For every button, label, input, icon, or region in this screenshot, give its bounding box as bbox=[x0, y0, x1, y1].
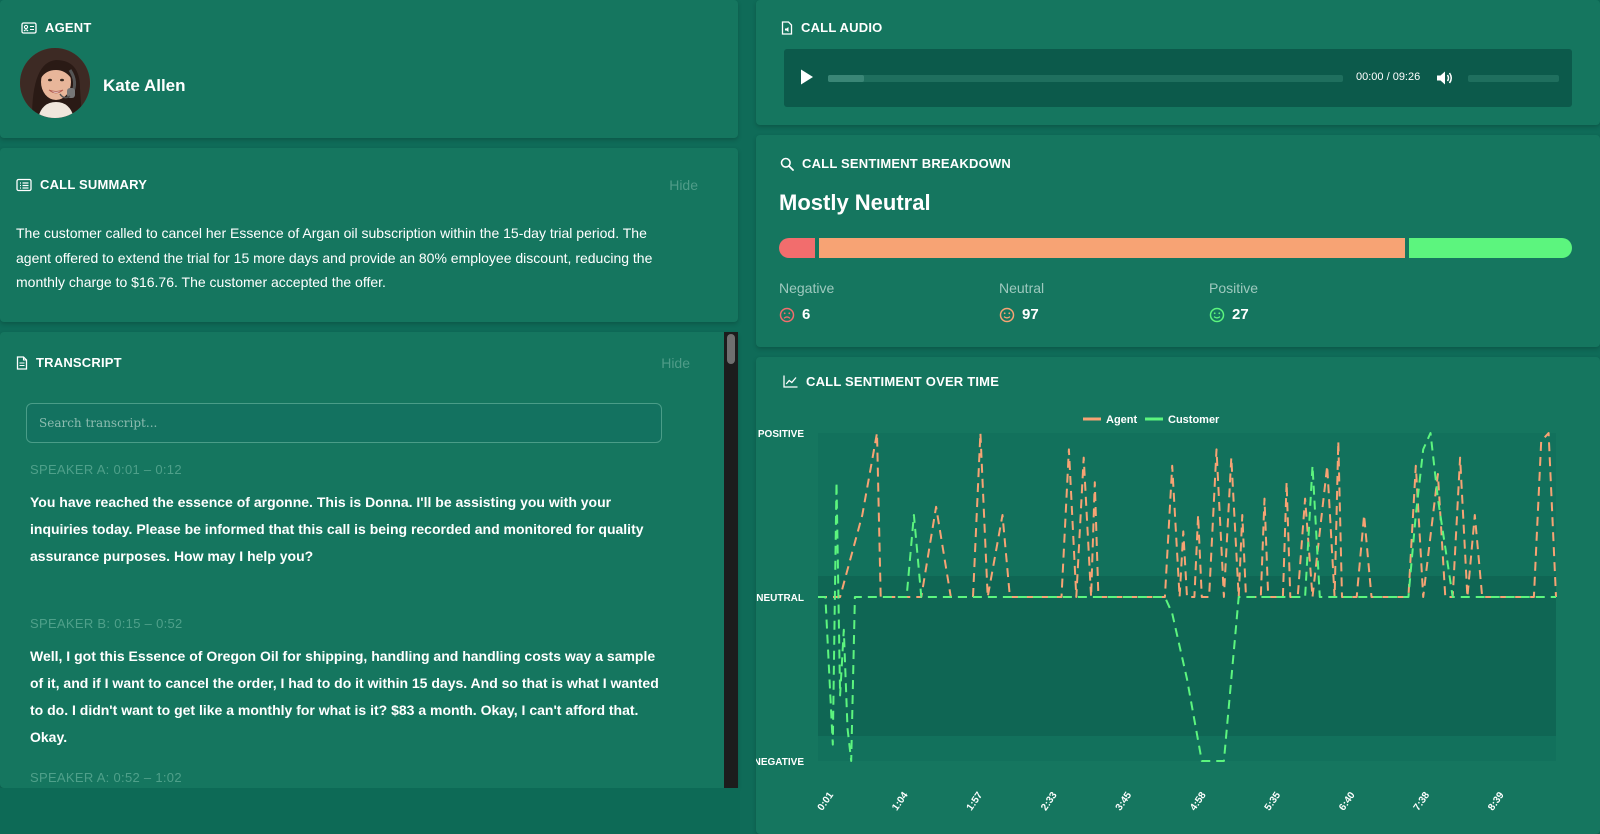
utterance: SPEAKER B: 0:15 – 0:52 Well, I got this … bbox=[30, 616, 670, 751]
x-tick-label: 1:57 bbox=[965, 790, 986, 813]
series-line-customer bbox=[818, 432, 1556, 762]
agent-card: AGENT Kate Allen bbox=[0, 0, 738, 138]
legend-label: Customer bbox=[1168, 414, 1220, 426]
sentiment-breakdown-card: CALL SENTIMENT BREAKDOWN Mostly Neutral … bbox=[756, 135, 1600, 347]
line-chart-icon bbox=[783, 375, 798, 388]
audio-time: 00:00 / 09:26 bbox=[1356, 71, 1421, 83]
transcript-hide-button[interactable]: Hide bbox=[661, 355, 690, 371]
transcript-search-input[interactable] bbox=[26, 403, 662, 443]
overall-sentiment: Mostly Neutral bbox=[779, 190, 931, 215]
plot-band-center bbox=[818, 576, 1556, 736]
audio-player: 00:00 / 09:26 bbox=[784, 49, 1572, 107]
call-summary-header-label: CALL SUMMARY bbox=[40, 177, 148, 192]
x-tick-label: 1:04 bbox=[890, 790, 911, 813]
sentiment-bar-positive bbox=[1408, 238, 1572, 258]
utterance-speaker: SPEAKER A: 0:52 – 1:02 bbox=[30, 770, 182, 785]
neutral-value: 97 bbox=[1022, 306, 1039, 323]
transcript-scrollbar[interactable] bbox=[724, 332, 738, 788]
audio-progress-bar[interactable] bbox=[828, 75, 1343, 82]
negative-value: 6 bbox=[802, 306, 811, 323]
positive-count: Positive 27 bbox=[1209, 280, 1258, 323]
agent-name: Kate Allen bbox=[103, 76, 186, 95]
agent-avatar bbox=[20, 48, 90, 118]
y-tick-label: POSITIVE bbox=[758, 429, 804, 440]
utterance-text: You have reached the essence of argonne.… bbox=[30, 494, 644, 564]
positive-value: 27 bbox=[1232, 306, 1249, 323]
negative-label: Negative bbox=[779, 280, 835, 296]
volume-slider[interactable] bbox=[1468, 75, 1559, 82]
transcript-header: TRANSCRIPT bbox=[16, 355, 122, 370]
x-tick-label: 8:39 bbox=[1486, 790, 1507, 813]
call-summary-header: CALL SUMMARY bbox=[16, 177, 147, 192]
sentiment-bar bbox=[779, 238, 1572, 258]
play-icon[interactable] bbox=[800, 69, 814, 85]
sentiment-bar-negative bbox=[779, 238, 816, 258]
call-audio-card: CALL AUDIO 00:00 / 09:26 bbox=[756, 0, 1600, 125]
utterance-speaker: SPEAKER B: 0:15 – 0:52 bbox=[30, 616, 183, 631]
x-tick-label: 5:35 bbox=[1263, 790, 1284, 813]
sentiment-breakdown-header: CALL SENTIMENT BREAKDOWN bbox=[780, 156, 1011, 171]
x-tick-label: 2:33 bbox=[1039, 790, 1060, 813]
call-audio-header: CALL AUDIO bbox=[781, 20, 882, 35]
x-tick-label: 3:45 bbox=[1114, 790, 1135, 813]
x-tick-label: 0:01 bbox=[816, 790, 837, 813]
audio-file-icon bbox=[781, 20, 793, 35]
transcript-header-label: TRANSCRIPT bbox=[36, 355, 122, 370]
volume-icon[interactable] bbox=[1436, 70, 1454, 86]
call-audio-header-label: CALL AUDIO bbox=[801, 20, 883, 35]
summary-hide-button[interactable]: Hide bbox=[669, 177, 698, 193]
transcript-card: TRANSCRIPT Hide SPEAKER A: 0:01 – 0:12 Y… bbox=[0, 332, 738, 788]
avatar-photo bbox=[20, 48, 90, 118]
sentiment-breakdown-header-label: CALL SENTIMENT BREAKDOWN bbox=[802, 156, 1011, 171]
id-card-icon bbox=[21, 21, 37, 34]
call-summary-card: CALL SUMMARY Hide The customer called to… bbox=[0, 148, 738, 322]
search-icon bbox=[780, 157, 794, 171]
neutral-label: Neutral bbox=[999, 280, 1045, 296]
utterance: SPEAKER A: 0:52 – 1:02 bbox=[30, 770, 670, 788]
sentiment-over-time-header-label: CALL SENTIMENT OVER TIME bbox=[806, 374, 1000, 389]
x-tick-label: 6:40 bbox=[1337, 790, 1358, 813]
utterance-text: Well, I got this Essence of Oregon Oil f… bbox=[30, 648, 659, 745]
agent-header: AGENT bbox=[21, 20, 92, 35]
smile-icon bbox=[1209, 307, 1225, 322]
y-tick-label: NEGATIVE bbox=[756, 757, 804, 768]
sentiment-bar-neutral bbox=[819, 238, 1405, 258]
positive-label: Positive bbox=[1209, 280, 1259, 296]
list-icon bbox=[16, 178, 32, 191]
footer-strip bbox=[0, 788, 740, 834]
agent-header-label: AGENT bbox=[45, 20, 92, 35]
scrollbar-thumb[interactable] bbox=[727, 334, 735, 364]
sentiment-over-time-header: CALL SENTIMENT OVER TIME bbox=[783, 374, 999, 389]
summary-text: The customer called to cancel her Essenc… bbox=[16, 225, 653, 290]
utterance-speaker: SPEAKER A: 0:01 – 0:12 bbox=[30, 462, 182, 477]
x-tick-label: 7:38 bbox=[1412, 790, 1433, 813]
y-tick-label: NEUTRAL bbox=[756, 593, 804, 604]
x-tick-label: 4:58 bbox=[1188, 790, 1209, 813]
legend-label: Agent bbox=[1106, 414, 1138, 426]
negative-count: Negative 6 bbox=[779, 280, 834, 323]
neutral-count: Neutral 97 bbox=[999, 280, 1044, 323]
smile-icon bbox=[999, 307, 1015, 322]
audio-progress-fill bbox=[828, 75, 865, 82]
sentiment-line-chart: NEGATIVE NEUTRAL POSITIVE 0:01 1:04 1:57 2:33 3… bbox=[756, 414, 1557, 813]
utterance: SPEAKER A: 0:01 – 0:12 You have reached … bbox=[30, 462, 670, 570]
frown-icon bbox=[779, 307, 795, 322]
sentiment-over-time-card: NEGATIVE NEUTRAL POSITIVE 0:01 1:04 1:57 2:33 3… bbox=[756, 357, 1600, 834]
document-icon bbox=[16, 355, 28, 370]
